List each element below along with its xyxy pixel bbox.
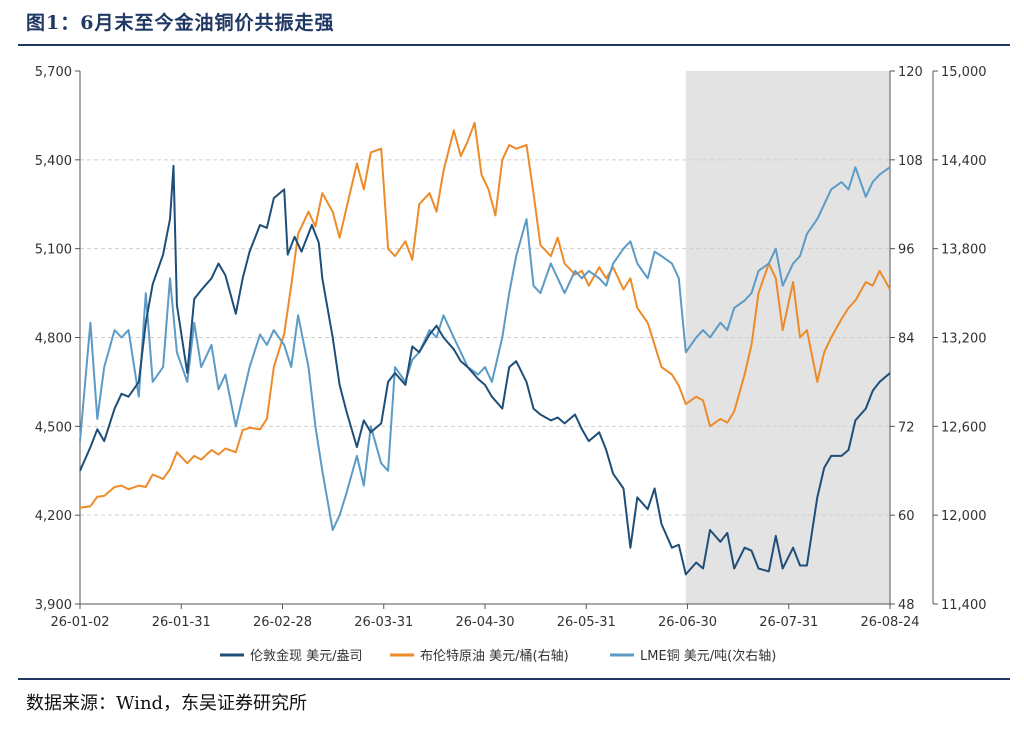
y-right2-tick-label: 13,800 <box>941 243 987 258</box>
y-right2-tick-label: 11,400 <box>941 598 987 613</box>
y-left-tick-label: 5,700 <box>35 65 72 80</box>
series-line-1 <box>79 121 891 509</box>
x-tick-label: 26-02-28 <box>253 615 312 630</box>
chart: 3,900 4,200 4,500 4,800 5,100 5,400 5,700 48 60 7… <box>35 65 987 664</box>
x-tick-label: 26-08-24 <box>860 615 919 630</box>
y-right2-tick-label: 12,000 <box>941 509 987 524</box>
source-rule <box>18 678 1010 680</box>
series-line-2 <box>79 166 891 531</box>
legend-label: 布伦特原油 美元/桶(右轴) <box>420 649 569 664</box>
y-right2-tick-label: 15,000 <box>941 65 987 80</box>
y-right-tick-label: 72 <box>898 420 915 435</box>
y-right-tick-label: 84 <box>898 332 915 347</box>
x-tick-label: 26-04-30 <box>455 615 514 630</box>
y-left-tick-label: 5,100 <box>35 243 72 258</box>
x-tick-label: 26-01-31 <box>152 615 211 630</box>
y-right2-tick-label: 14,400 <box>941 154 987 169</box>
y-right-tick-label: 48 <box>898 598 915 613</box>
y-left-tick-label: 3,900 <box>35 598 72 613</box>
y-left-tick-label: 4,200 <box>35 509 72 524</box>
y-right-tick-label: 108 <box>898 154 923 169</box>
y-left-tick-label: 4,800 <box>35 332 72 347</box>
y-right2-tick-label: 13,200 <box>941 332 987 347</box>
legend-label: 伦敦金现 美元/盎司 <box>250 648 363 664</box>
y-right-tick-label: 120 <box>898 65 923 80</box>
x-tick-label: 26-06-30 <box>658 615 717 630</box>
x-tick-label: 26-01-02 <box>50 615 109 630</box>
x-tick-label: 26-07-31 <box>759 615 818 630</box>
legend-label: LME铜 美元/吨(次右轴) <box>640 648 776 664</box>
title-rule <box>18 44 1010 46</box>
legend: 伦敦金现 美元/盎司 布伦特原油 美元/桶(右轴) LME铜 美元/吨(次右轴) <box>220 648 776 664</box>
x-tick-label: 26-05-31 <box>557 615 616 630</box>
y-left-tick-label: 4,500 <box>35 420 72 435</box>
source-note: 数据来源：Wind，东吴证券研究所 <box>26 693 308 714</box>
y-right2-tick-label: 12,600 <box>941 420 987 435</box>
y-right-tick-label: 96 <box>898 243 915 258</box>
figure-title: 图1：6月末至今金油铜价共振走强 <box>26 12 335 34</box>
y-right-tick-label: 60 <box>898 509 915 524</box>
y-left-tick-label: 5,400 <box>35 154 72 169</box>
series-line-0 <box>79 164 891 576</box>
x-tick-label: 26-03-31 <box>354 615 413 630</box>
